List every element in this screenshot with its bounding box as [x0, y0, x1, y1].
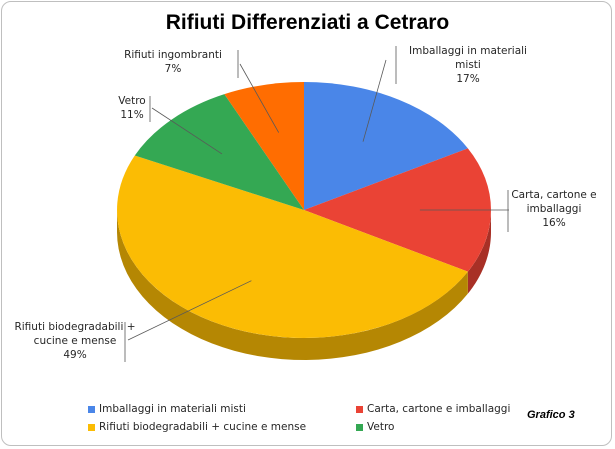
data-label-0: Imballaggi in materiali misti 17% — [398, 44, 538, 87]
data-label-1-line: Carta, cartone e — [511, 189, 597, 201]
legend-item: Imballaggi in materiali misti — [88, 403, 246, 415]
legend-swatch — [356, 423, 363, 431]
data-label-2-percent: 49% — [63, 349, 87, 362]
data-label-2-line: cucine e mense — [33, 335, 117, 348]
leader-line-0 — [362, 59, 387, 142]
legend-label: Vetro — [367, 421, 395, 433]
leader-line-2 — [127, 280, 252, 341]
data-label-0-percent: 17% — [456, 73, 480, 86]
legend-item: Vetro — [356, 421, 394, 433]
legend-item: Rifiuti biodegradabili + cucine e mense — [88, 421, 306, 433]
data-label-4-line: Rifiuti ingombranti — [124, 49, 222, 61]
data-label-0-line: misti — [455, 59, 481, 72]
legend-swatch — [88, 423, 95, 431]
leader-line-3 — [151, 107, 223, 155]
data-label-1: Carta, cartone e imballaggi 16% — [506, 188, 602, 231]
legend-item: Carta, cartone e imballaggi — [356, 403, 510, 415]
data-label-3-percent: 11% — [120, 109, 144, 122]
data-label-2-line: Rifiuti biodegradabili + — [14, 321, 136, 333]
leader-line-4 — [239, 63, 280, 133]
pie-slice-1 — [304, 148, 491, 272]
legend-label: Imballaggi in materiali misti — [99, 403, 246, 415]
pie-side-2 — [117, 210, 468, 360]
data-label-3-line: Vetro — [118, 95, 146, 107]
pie-slice-0 — [304, 82, 468, 210]
data-label-4: Rifiuti ingombranti 7% — [120, 48, 226, 76]
pie-slice-4 — [224, 82, 304, 210]
data-label-1-line: imballaggi — [526, 203, 582, 216]
legend-swatch — [88, 405, 95, 413]
pie-side-1 — [467, 210, 491, 294]
pie-slice-2 — [117, 155, 468, 338]
data-label-4-percent: 7% — [164, 63, 182, 76]
legend-swatch — [356, 405, 363, 413]
legend-label: Carta, cartone e imballaggi — [367, 403, 511, 415]
data-label-3: Vetro 11% — [96, 94, 168, 122]
legend-label: Rifiuti biodegradabili + cucine e mense — [99, 421, 307, 433]
chart-title: Rifiuti Differenziati a Cetraro — [165, 11, 450, 34]
data-label-0-line: Imballaggi in materiali — [409, 45, 527, 57]
data-label-1-percent: 16% — [542, 217, 566, 230]
data-label-2: Rifiuti biodegradabili + cucine e mense 49… — [2, 320, 148, 363]
figure-note: Grafico 3 — [527, 409, 575, 421]
